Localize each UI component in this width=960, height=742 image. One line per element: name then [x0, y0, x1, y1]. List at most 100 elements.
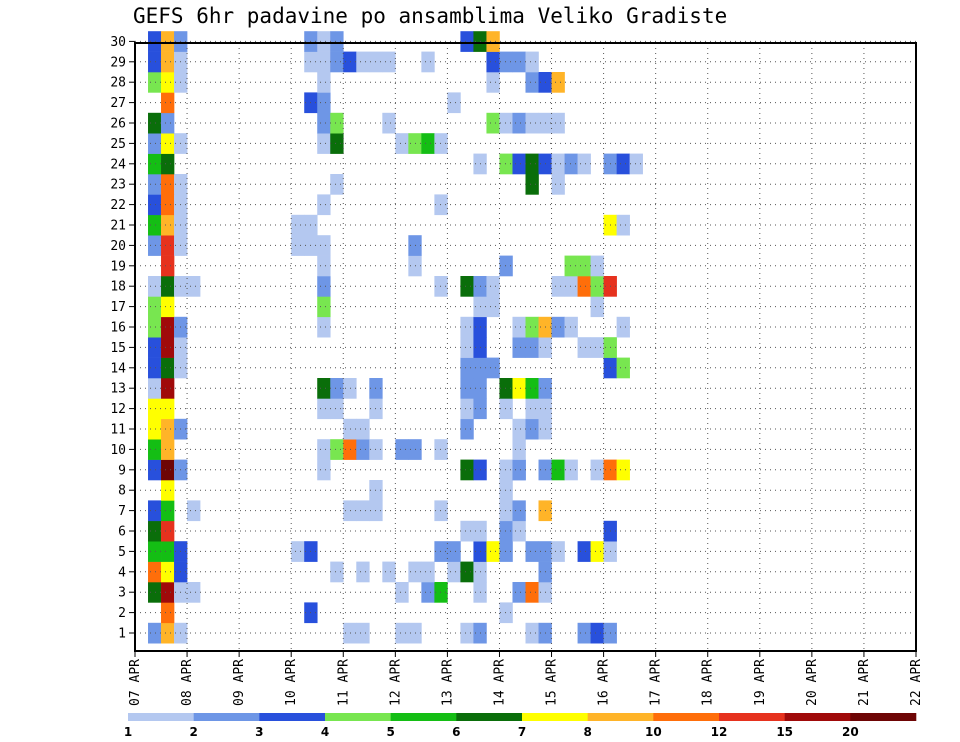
heatmap-cell	[551, 459, 565, 481]
heatmap-cell	[460, 398, 474, 420]
heatmap-cell	[317, 459, 331, 481]
heatmap-cell	[382, 112, 396, 134]
heatmap-cell	[577, 622, 591, 644]
heatmap-cell	[551, 541, 565, 562]
heatmap-cell	[460, 31, 474, 52]
y-tick-label: 28	[110, 76, 126, 91]
colorbar-label: 5	[386, 725, 394, 739]
y-tick-label: 7	[118, 504, 126, 519]
heatmap-cell	[551, 316, 565, 338]
heatmap-cell	[525, 153, 539, 175]
colorbar-swatch	[850, 713, 917, 721]
y-tick-label: 6	[118, 525, 126, 540]
heatmap-cell	[616, 153, 630, 175]
heatmap-cell	[512, 112, 526, 134]
heatmap-cell	[148, 398, 162, 420]
heatmap-cell	[330, 398, 344, 420]
heatmap-cell	[590, 296, 604, 318]
heatmap-cell	[499, 153, 513, 175]
heatmap-cell	[161, 418, 175, 440]
heatmap-cell	[395, 582, 409, 603]
x-tick-label: 16 APR	[597, 659, 612, 706]
heatmap-cell	[512, 582, 526, 603]
heatmap-cell	[356, 561, 370, 583]
heatmap-cell	[148, 174, 162, 195]
chart-title: GEFS 6hr padavine po ansamblima Veliko G…	[133, 4, 728, 28]
heatmap-cell	[447, 561, 461, 583]
heatmap-cell	[499, 480, 513, 501]
heatmap-cell	[343, 378, 357, 399]
heatmap-cell	[291, 541, 305, 562]
x-tick-label: 07 APR	[128, 659, 143, 706]
heatmap-cell	[512, 378, 526, 399]
heatmap-cell	[512, 153, 526, 175]
heatmap-cell	[161, 133, 175, 154]
y-tick-label: 16	[110, 321, 126, 336]
y-tick-label: 9	[118, 463, 126, 478]
heatmap-cell	[148, 51, 162, 73]
heatmap-cell	[395, 622, 409, 644]
heatmap-cell	[148, 214, 162, 236]
heatmap-cell	[148, 296, 162, 318]
heatmap-cell	[161, 276, 175, 297]
colorbar-swatch	[653, 713, 720, 721]
y-tick-label: 26	[110, 117, 126, 132]
heatmap-cell	[512, 337, 526, 358]
y-tick-label: 11	[110, 423, 126, 438]
colorbar-swatch	[587, 713, 654, 721]
x-tick-labels: 07 APR 08 APR 09 APR 10 APR 11 APR 12 APR 13 A…	[128, 659, 924, 706]
y-tick-label: 23	[110, 178, 126, 193]
colorbar: 1 2 3 4 5 6 7 8 10 12 15 20	[124, 713, 917, 739]
colorbar-label: 1	[124, 725, 132, 739]
heatmap-cell	[551, 112, 565, 134]
heatmap-cell	[161, 378, 175, 399]
heatmap-cell	[577, 255, 591, 277]
heatmap-cell	[525, 51, 539, 73]
heatmap-cell	[317, 316, 331, 338]
heatmap-cell	[460, 276, 474, 297]
colorbar-label: 2	[189, 725, 197, 739]
heatmap-cell	[148, 582, 162, 603]
heatmap-cell	[486, 31, 500, 52]
heatmap-cell	[317, 31, 331, 52]
y-tick-label: 19	[110, 259, 126, 274]
heatmap-cell	[148, 133, 162, 154]
heatmap-cell	[395, 439, 409, 460]
heatmap-cell	[434, 439, 448, 460]
heatmap-cell	[161, 337, 175, 358]
heatmap-cell	[161, 459, 175, 481]
colorbar-swatch	[522, 713, 588, 721]
heatmap-cell	[577, 276, 591, 297]
heatmap-cell	[460, 357, 474, 379]
heatmap-cell	[356, 51, 370, 73]
heatmap-cell	[382, 51, 396, 73]
heatmap-cell	[148, 194, 162, 216]
heatmap-cell	[343, 51, 357, 73]
heatmap-cell	[460, 561, 474, 583]
heatmap-cell	[395, 133, 409, 154]
grid-layer	[135, 40, 916, 651]
heatmap-cell	[148, 276, 162, 297]
heatmap-cell	[525, 174, 539, 195]
y-tick-labels: 1234567891011121314151617181920212223242…	[110, 35, 126, 642]
heatmap-cell	[356, 418, 370, 440]
heatmap-cell	[317, 194, 331, 216]
heatmap-cell	[161, 112, 175, 134]
x-tick-label: 13 APR	[440, 659, 455, 706]
heatmap-cell	[499, 602, 513, 624]
heatmap-cell	[551, 276, 565, 297]
heatmap-cell	[187, 276, 201, 297]
heatmap-cell	[161, 316, 175, 338]
heatmap-cell	[577, 337, 591, 358]
heatmap-cell	[317, 255, 331, 277]
heatmap-cell	[486, 357, 500, 379]
heatmap-cell	[317, 378, 331, 399]
colorbar-label: 7	[518, 725, 526, 739]
heatmap-cell	[161, 582, 175, 603]
heatmap-cell	[161, 31, 175, 52]
heatmap-cell	[616, 214, 630, 236]
colorbar-label: 10	[645, 725, 662, 739]
heatmap-cell	[330, 378, 344, 399]
y-tick-label: 13	[110, 382, 126, 397]
heatmap-cell	[187, 582, 201, 603]
